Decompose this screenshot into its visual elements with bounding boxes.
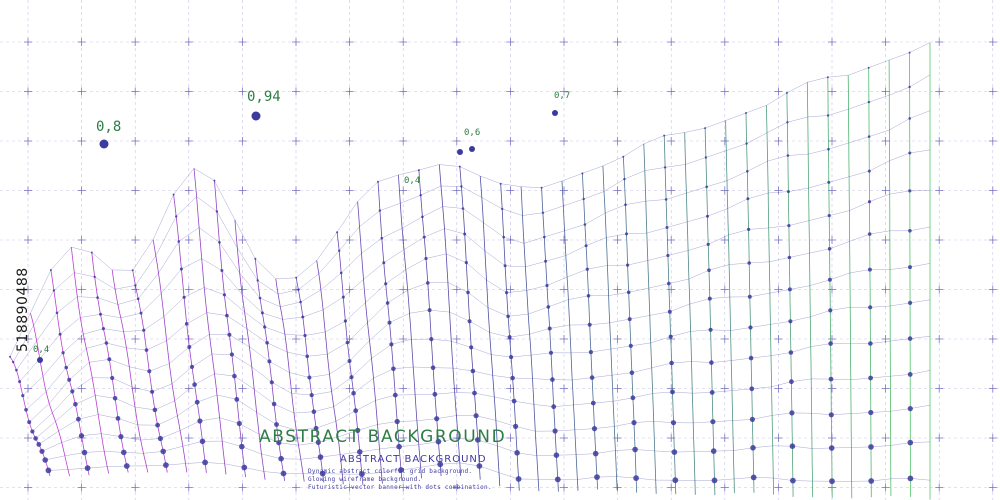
peak-label-0-94: 0,94 xyxy=(247,89,281,105)
stock-id-watermark: 518890488 xyxy=(15,267,31,352)
description-line-2: Glowing wireframe background. xyxy=(308,476,421,483)
peak-label-0-4-mid: 0,4 xyxy=(404,176,420,186)
headline: ABSTRACT BACKGROUND xyxy=(259,427,506,447)
peak-label-0-7: 0,7 xyxy=(554,91,570,101)
description-line-3: Futuristic vector banner with dots combi… xyxy=(308,484,492,491)
wireframe-surface xyxy=(9,42,931,500)
peak-label-0-6: 0,6 xyxy=(464,128,480,138)
surface-dots xyxy=(9,51,914,485)
description-line-1: Dynamic abstract colorful grid backgroun… xyxy=(308,468,472,475)
subheadline: ABSTRACT BACKGROUND xyxy=(340,454,487,465)
peak-label-0-8: 0,8 xyxy=(96,119,121,135)
peak-label-0-4-left: 0,4 xyxy=(33,345,49,355)
